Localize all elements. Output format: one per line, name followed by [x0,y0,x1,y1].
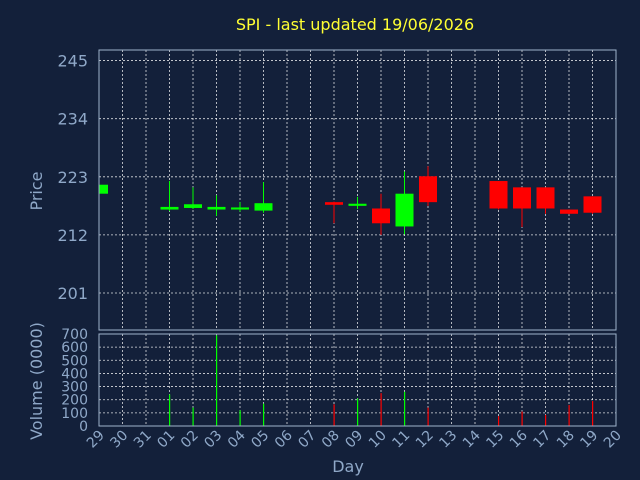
candle-body [348,203,367,206]
volume-tick-label: 500 [61,353,88,369]
candle-body [160,206,179,210]
price-tick-label: 212 [57,226,88,245]
candle-body [560,209,578,214]
x-tick-label: 04 [225,427,249,451]
candle-body [254,203,273,211]
x-tick-label: 14 [460,427,484,451]
x-tick-label: 02 [178,428,202,452]
price-axis-label: Price [27,171,46,210]
x-tick-label: 01 [154,428,178,452]
price-tick-label: 223 [57,168,88,187]
x-tick-label: 07 [295,428,319,452]
volume-tick-label: 600 [61,340,88,356]
x-tick-label: 15 [483,428,507,452]
x-tick-label: 03 [201,428,225,452]
candle-body [372,208,390,224]
candle-body [419,176,437,203]
candle-body [184,204,202,208]
x-tick-label: 17 [530,428,554,452]
volume-bar [380,393,382,426]
candle-body [207,206,226,210]
volume-bar [404,391,406,426]
volume-tick-label: 400 [61,366,88,382]
volume-bar [239,410,241,426]
x-tick-label: 09 [342,428,366,452]
volume-plot-frame [98,333,617,427]
volume-bar [216,335,218,426]
volume-tick-label: 700 [61,327,88,343]
volume-tick-label: 300 [61,380,88,396]
x-tick-label: 18 [554,428,578,452]
volume-bar [192,407,194,426]
candle-body [513,187,531,209]
price-tick-label: 245 [57,52,88,71]
price-tick-label: 201 [57,284,88,303]
x-tick-label: 16 [507,427,531,451]
volume-tick-label: 200 [61,393,88,409]
x-tick-label: 12 [413,428,437,452]
candle-body [489,181,508,209]
candle-body [231,207,249,210]
x-tick-label: 19 [577,428,601,452]
volume-bar [333,404,335,426]
volume-bar [169,394,171,426]
volume-bar [427,407,429,426]
volume-bar [545,414,547,426]
volume-tick-label: 100 [61,406,88,422]
candle-body [99,184,108,194]
x-axis-label: Day [332,457,364,476]
candle-body [583,196,602,213]
volume-bar [263,403,265,426]
x-tick-label: 06 [272,427,296,451]
volume-bar [357,398,359,426]
volume-axis-label: Volume (0000) [27,322,46,440]
x-tick-label: 10 [366,428,390,452]
candle-body [536,187,555,209]
volume-tick-label: 0 [79,419,88,435]
x-tick-label: 08 [319,428,343,452]
x-tick-label: 05 [248,428,272,452]
volume-bar [498,416,500,426]
price-plot-frame [98,49,617,331]
x-tick-label: 13 [436,428,460,452]
candle-body [325,202,343,205]
volume-bar [521,411,523,426]
volume-bar [568,404,570,426]
x-tick-label: 11 [389,428,413,452]
x-tick-label: 20 [601,428,625,452]
price-tick-label: 234 [57,110,88,129]
x-tick-label: 30 [107,428,131,452]
chart-title: SPI - last updated 19/06/2026 [236,15,474,34]
volume-bar [592,401,594,426]
candle-body [395,193,414,227]
x-tick-label: 31 [131,428,155,452]
